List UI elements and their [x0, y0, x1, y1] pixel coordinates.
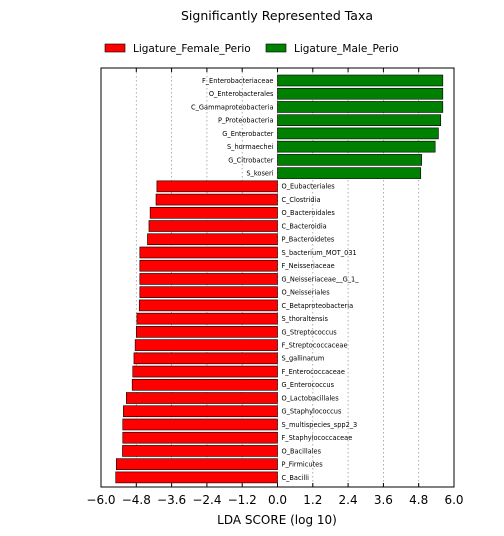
bar-label: O_Bacteroidales	[282, 209, 336, 217]
bar-label: P_Proteobacteria	[218, 117, 274, 125]
bar	[133, 352, 278, 365]
bar	[139, 259, 278, 272]
bar-labels: F_Enterobacteriaceae O_Enterobacterales C_…	[191, 77, 359, 482]
x-tick-label: 4.8	[409, 493, 428, 507]
legend-swatch-female	[104, 43, 126, 53]
bar-label: G_Streptococcus	[282, 328, 338, 336]
bar-label: O_Eubacteriales	[282, 183, 336, 191]
bar	[277, 87, 444, 100]
bar-label: C_Bacilli	[282, 474, 310, 482]
x-tick-label: −2.4	[192, 493, 221, 507]
bar	[149, 207, 278, 219]
bar	[277, 154, 422, 166]
bar	[139, 286, 278, 298]
bar	[277, 127, 439, 140]
bar	[122, 445, 278, 457]
bar-label: S_koseri	[246, 170, 273, 178]
bar	[277, 101, 444, 113]
bar-label: C_Clostridia	[282, 196, 321, 204]
bar	[139, 246, 278, 259]
bar-label: O_Neisseriales	[282, 289, 331, 297]
x-tick-label: −4.8	[122, 493, 151, 507]
bar	[277, 167, 422, 179]
bar-label: S_hormaechei	[227, 143, 274, 151]
bar	[122, 431, 278, 444]
bar-label: F_Staphylococcaceae	[282, 434, 353, 442]
bar-label: O_Enterobacterales	[209, 90, 274, 98]
bars	[115, 74, 444, 484]
bar-label: S_thoraltensis	[282, 315, 329, 323]
x-tick-label: 3.6	[374, 493, 393, 507]
bar-label: C_Bacteroidia	[282, 222, 327, 230]
bar	[147, 233, 278, 246]
bar-label: C_Betaproteobacteria	[282, 302, 354, 310]
bar	[155, 193, 278, 206]
bar-label: S_gallinarum	[282, 355, 325, 363]
x-axis-label: LDA SCORE (log 10)	[217, 513, 337, 527]
bar-label: F_Enterobacteriaceae	[202, 77, 274, 85]
bar-label: O_Bacillales	[282, 447, 322, 455]
bar-label: G_Enterococcus	[282, 381, 335, 389]
x-tick-label: −6.0	[86, 493, 115, 507]
bar	[115, 458, 278, 470]
bar	[136, 326, 278, 338]
bar	[134, 339, 278, 351]
bar-label: P_Bacteroidetes	[282, 236, 335, 244]
bar-label: G_Citrobacter	[228, 156, 274, 164]
bar-label: F_Enterococcaceae	[282, 368, 345, 376]
bar	[277, 74, 444, 87]
bar-label: S_multispecies_spp2_3	[282, 421, 358, 429]
x-tick-label: −3.6	[157, 493, 186, 507]
x-tick-label: 1.2	[303, 493, 322, 507]
bar	[156, 180, 278, 193]
bar	[131, 378, 278, 391]
legend-swatch-male	[265, 43, 287, 53]
bar-label: P_Firmicutes	[282, 461, 324, 469]
bar-label: F_Neisseriaceae	[282, 262, 335, 270]
legend-label-female: Ligature_Female_Perio	[133, 43, 251, 55]
x-axis-ticks: −6.0 −4.8 −3.6 −2.4 −1.2 0.0 1.2 2.4 3.6 4.8 6.0	[86, 68, 464, 507]
bar-label: G_Enterobacter	[222, 130, 273, 138]
bar	[115, 471, 278, 484]
bar-label: S_bacterium_MOT_031	[282, 249, 357, 257]
x-tick-label: 0.0	[268, 493, 287, 507]
bar	[122, 418, 278, 431]
x-tick-label: 6.0	[444, 493, 463, 507]
bar	[123, 405, 278, 418]
bar-label: G_Neisseriaceae__G_1_	[282, 275, 360, 283]
legend: Ligature_Female_Perio Ligature_Male_Peri…	[104, 43, 399, 55]
bar	[132, 365, 278, 378]
bar-label: O_Lactobacillales	[282, 394, 340, 402]
bar	[139, 273, 278, 285]
bar-label: G_Staphylococcus	[282, 408, 342, 416]
x-tick-label: 2.4	[339, 493, 358, 507]
bar	[277, 140, 436, 153]
bar	[148, 220, 278, 232]
x-tick-label: −1.2	[228, 493, 257, 507]
legend-label-male: Ligature_Male_Perio	[294, 43, 399, 55]
bar	[138, 299, 278, 312]
bar	[136, 312, 278, 325]
bar	[125, 392, 278, 404]
bar-label: F_Streptococcaceae	[282, 342, 348, 350]
bar	[277, 114, 442, 126]
bar-label: C_Gammaproteobacteria	[191, 103, 273, 111]
chart-title: Significantly Represented Taxa	[181, 8, 373, 23]
